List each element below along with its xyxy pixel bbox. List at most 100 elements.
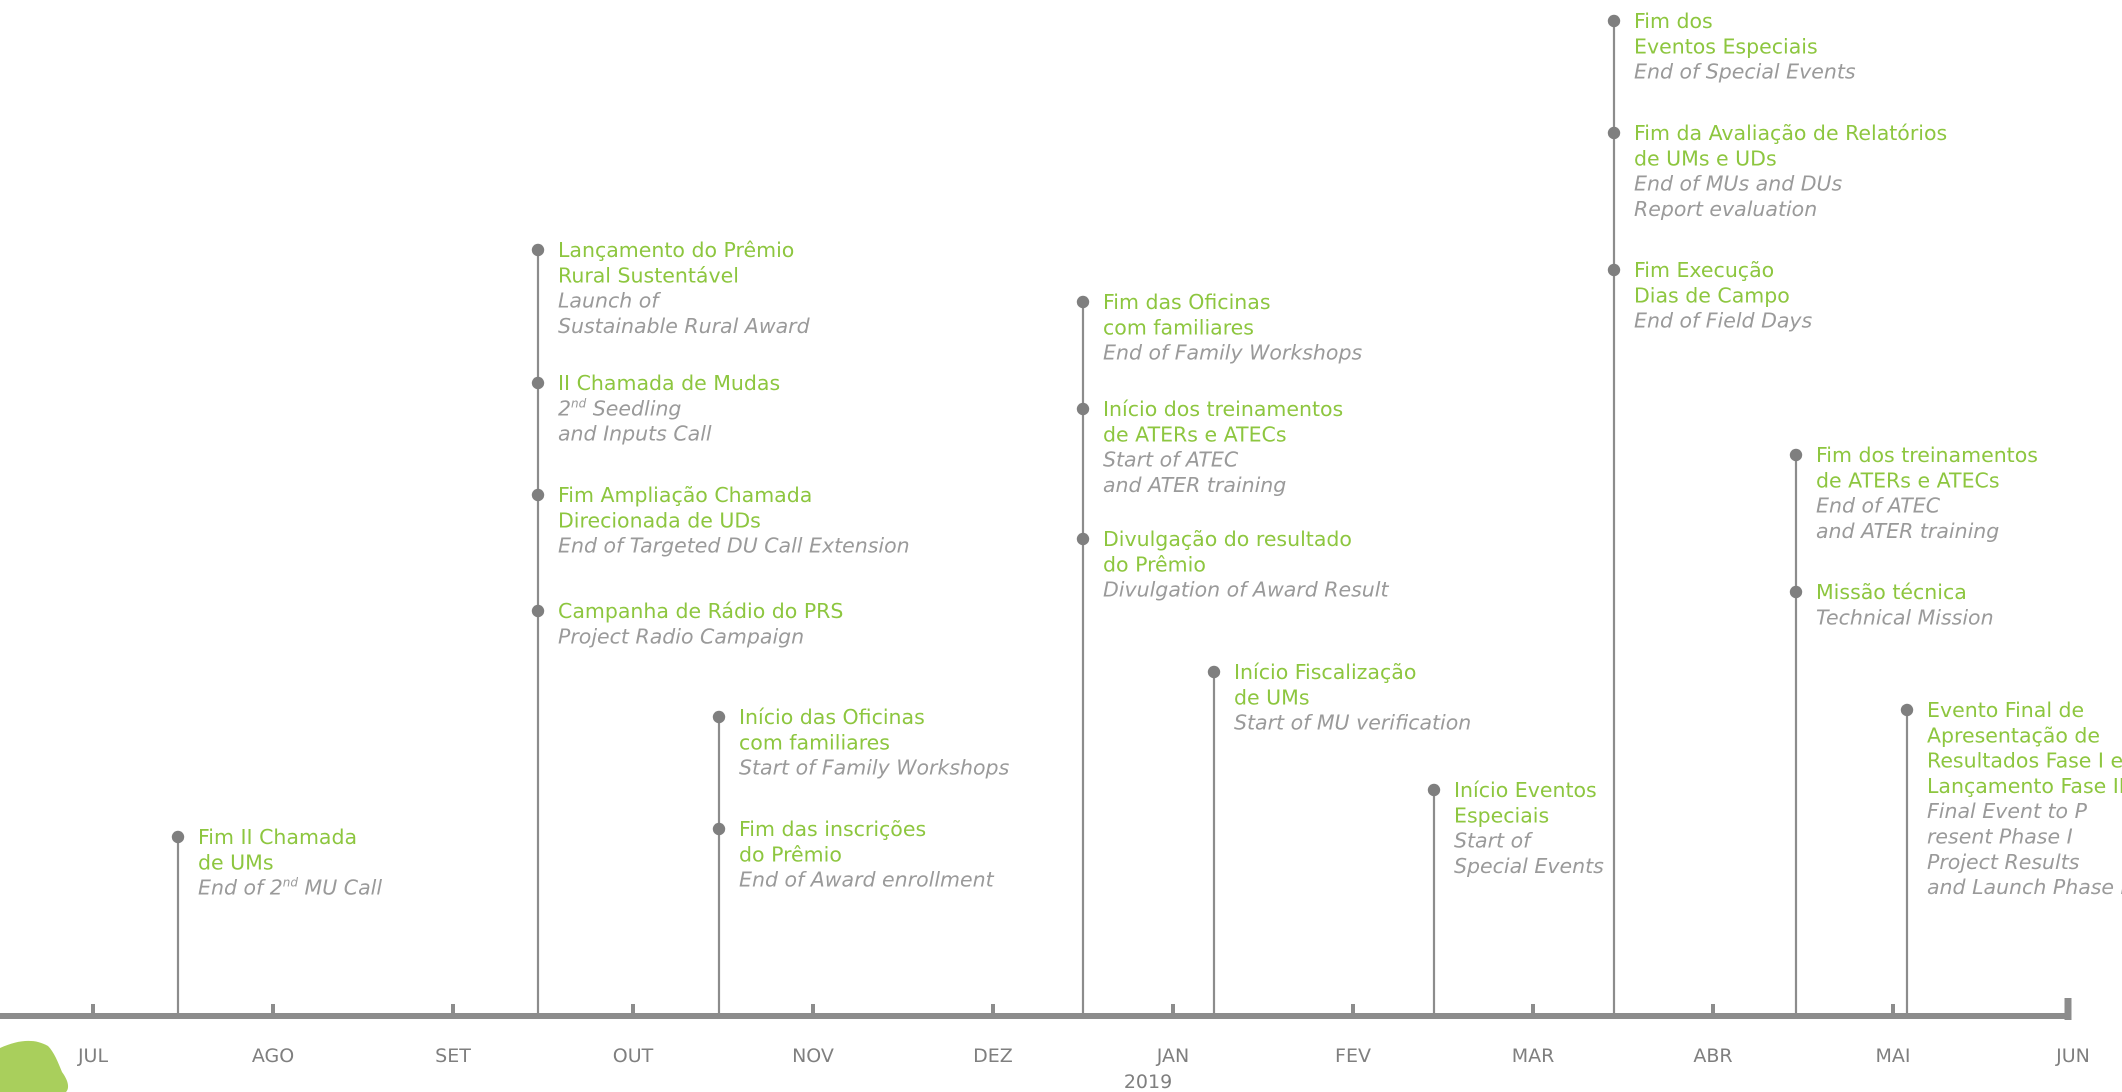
event-label-en: Project Radio Campaign xyxy=(558,624,804,648)
event-label-pt: Divulgação do resultado xyxy=(1103,527,1352,551)
event-label-pt: de UMs e UDs xyxy=(1634,146,1777,170)
event-label-en: Report evaluation xyxy=(1634,197,1817,221)
event-label-en: Project Results xyxy=(1927,850,2080,874)
event-label-pt: com familiares xyxy=(1103,315,1254,339)
event-label-en: Divulgation of Award Result xyxy=(1103,578,1389,602)
event-dot xyxy=(1076,295,1090,309)
month-label-mar: MAR xyxy=(1512,1045,1555,1067)
event-dot xyxy=(1076,532,1090,546)
event-stems xyxy=(176,21,1909,1013)
event-label-pt: Resultados Fase I e xyxy=(1927,749,2122,773)
event-dot xyxy=(1789,585,1803,599)
event-label-en: End of Field Days xyxy=(1634,309,1813,333)
event-label-pt: do Prêmio xyxy=(1103,552,1206,576)
month-label-jul: JUL xyxy=(77,1045,109,1067)
event-label-en: Start of ATEC xyxy=(1103,448,1239,472)
event-label-pt: Lançamento do Prêmio xyxy=(558,238,794,262)
month-label-mai: MAI xyxy=(1876,1045,1911,1067)
month-ticks xyxy=(91,1004,1895,1018)
event-label-pt: Dias de Campo xyxy=(1634,283,1790,307)
event-label-en: Start of xyxy=(1454,829,1533,853)
event-label-pt: Fim das inscrições xyxy=(739,817,926,841)
event-label-en: Start of Family Workshops xyxy=(739,756,1010,780)
event-label-pt: Início Eventos xyxy=(1454,778,1597,802)
event-label-pt: II Chamada de Mudas xyxy=(558,371,780,395)
month-label-dez: DEZ xyxy=(973,1045,1013,1067)
year-label: 2019 xyxy=(1124,1071,1172,1092)
event-dot xyxy=(1427,783,1441,797)
event-label-pt: com familiares xyxy=(739,730,890,754)
event-dot xyxy=(1207,665,1221,679)
event-label-en: Sustainable Rural Award xyxy=(558,314,811,338)
event-dot xyxy=(531,604,545,618)
event-label-pt: Fim dos treinamentos xyxy=(1816,443,2038,467)
event-label-en: 2nd Seedling xyxy=(558,396,681,420)
month-label-jun: JUN xyxy=(2055,1045,2090,1067)
event-label-pt: Eventos Especiais xyxy=(1634,34,1818,58)
event-label-pt: Início dos treinamentos xyxy=(1103,397,1343,421)
event-label-en: End of ATEC xyxy=(1816,494,1941,518)
month-label-out: OUT xyxy=(613,1045,654,1067)
event-label-pt: Especiais xyxy=(1454,803,1549,827)
event-label-en: and Launch Phase II xyxy=(1927,875,2122,899)
event-label-pt: Início das Oficinas xyxy=(739,705,925,729)
event-label-pt: Fim da Avaliação de Relatórios xyxy=(1634,121,1947,145)
event-dot xyxy=(531,243,545,257)
event-label-pt: Início Fiscalização xyxy=(1234,660,1416,684)
event-label-pt: Missão técnica xyxy=(1816,580,1967,604)
event-dot xyxy=(1900,703,1914,717)
event-label-en: Final Event to P xyxy=(1927,799,2088,823)
event-label-en: and ATER training xyxy=(1103,473,1286,497)
event-dot xyxy=(1607,263,1621,277)
event-dot xyxy=(712,710,726,724)
event-dot xyxy=(171,830,185,844)
event-label-pt: Lançamento Fase II xyxy=(1927,774,2122,798)
event-label-pt: Rural Sustentável xyxy=(558,263,739,287)
event-label-pt: Fim dos xyxy=(1634,9,1713,33)
event-label-en: Special Events xyxy=(1454,854,1604,878)
event-label-pt: de ATERs e ATECs xyxy=(1816,468,2000,492)
event-label-en: and Inputs Call xyxy=(558,422,712,446)
leaf-decoration xyxy=(0,1040,69,1092)
event-dot xyxy=(531,488,545,502)
event-label-pt: Fim das Oficinas xyxy=(1103,290,1271,314)
event-label-en: and ATER training xyxy=(1816,519,1999,543)
event-label-en: Technical Mission xyxy=(1816,605,1994,629)
event-label-pt: de UMs xyxy=(198,850,274,874)
event-label-en: End of Special Events xyxy=(1634,60,1856,84)
month-label-fev: FEV xyxy=(1335,1045,1371,1067)
event-label-en: resent Phase I xyxy=(1927,825,2073,849)
event-label-pt: Fim Execução xyxy=(1634,258,1774,282)
event-label-en: End of MUs and DUs xyxy=(1634,172,1843,196)
event-label-en: End of 2nd MU Call xyxy=(198,876,382,900)
event-label-pt: de UMs xyxy=(1234,685,1310,709)
month-label-jan: JAN xyxy=(1156,1045,1189,1067)
event-label-pt: de ATERs e ATECs xyxy=(1103,422,1287,446)
event-label-pt: Fim II Chamada xyxy=(198,825,357,849)
event-dot xyxy=(1076,402,1090,416)
month-label-ago: AGO xyxy=(252,1045,294,1067)
event-label-en: End of Family Workshops xyxy=(1103,341,1362,365)
event-label-pt: do Prêmio xyxy=(739,842,842,866)
event-dot xyxy=(1607,126,1621,140)
event-label-en: End of Award enrollment xyxy=(739,868,995,892)
month-labels: JUL AGO SET OUT NOV DEZ JAN FEV MAR ABR MAI JUN xyxy=(77,1045,2090,1067)
event-dot xyxy=(531,376,545,390)
